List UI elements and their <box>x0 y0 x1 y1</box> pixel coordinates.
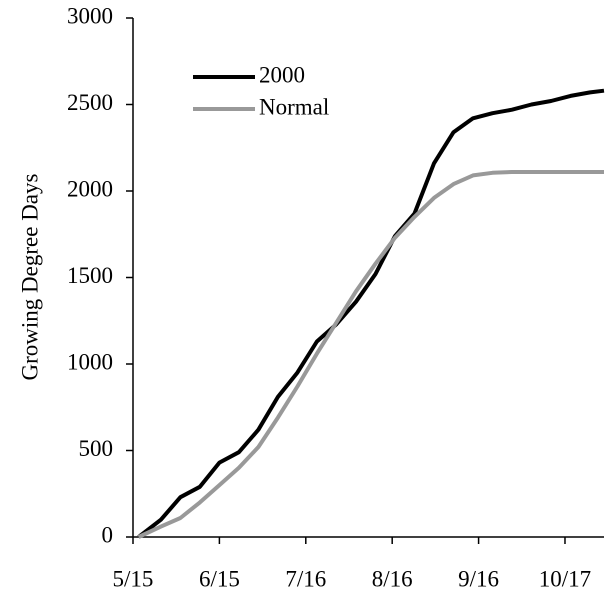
series-line <box>137 170 604 539</box>
x-tick-label: 9/16 <box>458 566 499 591</box>
y-tick-label: 0 <box>102 522 114 547</box>
y-tick-label: 1500 <box>67 263 113 288</box>
y-tick-label: 1000 <box>67 349 113 374</box>
y-axis-label: Growing Degree Days <box>17 173 42 380</box>
x-tick-label: 8/16 <box>372 566 413 591</box>
x-tick-label: 6/15 <box>199 566 240 591</box>
legend-label: 2000 <box>259 62 305 87</box>
y-tick-label: 2000 <box>67 176 113 201</box>
y-tick-label: 2500 <box>67 90 113 115</box>
x-tick-label: 10/17 <box>539 566 591 591</box>
x-tick-label: 7/16 <box>285 566 326 591</box>
x-tick-label: 5/15 <box>113 566 154 591</box>
legend-label: Normal <box>259 94 329 119</box>
series-line <box>137 88 605 539</box>
y-tick-label: 500 <box>79 436 114 461</box>
y-tick-label: 3000 <box>67 3 113 28</box>
